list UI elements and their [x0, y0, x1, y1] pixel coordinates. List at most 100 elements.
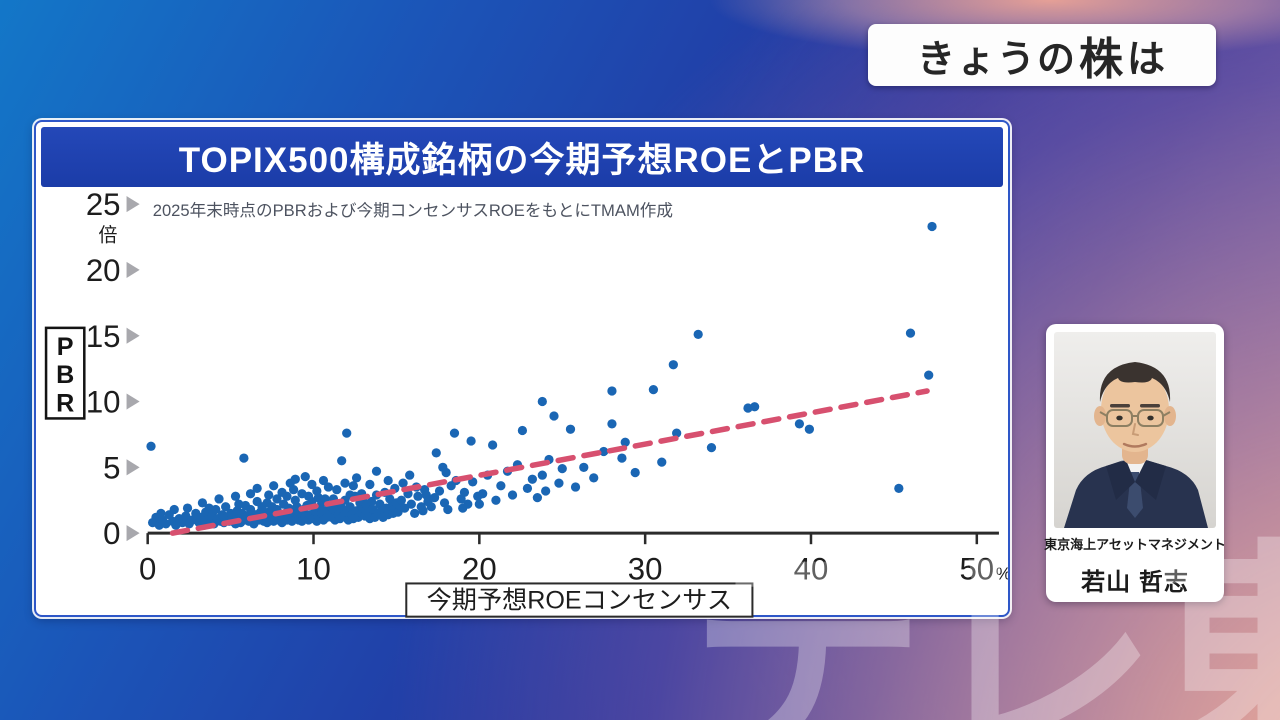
data-point [527, 474, 537, 484]
data-point [197, 498, 208, 508]
chart-note: 2025年末時点のPBRおよび今期コンセンサスROEをもとにTMAM作成 [153, 201, 673, 220]
data-point [607, 419, 617, 429]
data-point [340, 478, 350, 488]
data-point [406, 499, 416, 509]
y-axis-ticks: 25 20 15 10 5 0 [86, 187, 140, 551]
data-point [549, 411, 559, 421]
data-point [396, 495, 406, 505]
data-point [927, 221, 937, 232]
data-point [342, 428, 352, 438]
data-point [474, 499, 484, 509]
y-tick-arrow-icon [126, 261, 140, 278]
analyst-card: 東京海上アセットマネジメント 若山 哲志 [1044, 324, 1226, 602]
data-point [537, 470, 547, 480]
data-point [537, 396, 547, 407]
y-tick-arrow-icon [126, 196, 140, 213]
analyst-photo [1054, 332, 1216, 528]
scatter-svg: 2025年末時点のPBRおよび今期コンセンサスROEをもとにTMAM作成 25 20… [44, 187, 1008, 618]
y-tick-label: 25 [86, 187, 121, 222]
analyst-organization: 東京海上アセットマネジメント [1044, 537, 1226, 552]
header-title-post: は [1127, 38, 1168, 81]
data-point [351, 473, 362, 483]
data-point [924, 370, 934, 380]
analyst-avatar [1054, 332, 1216, 528]
data-point [693, 329, 703, 340]
data-point [804, 424, 815, 434]
data-point [272, 494, 282, 504]
data-point [429, 492, 440, 503]
data-point [426, 502, 436, 512]
data-point [630, 467, 640, 478]
data-point [332, 485, 342, 495]
data-point [607, 386, 617, 396]
trend-line [169, 388, 930, 536]
data-point [487, 440, 498, 450]
y-tick-label: 5 [103, 450, 120, 485]
data-point [282, 491, 292, 501]
data-point [418, 506, 428, 516]
x-tick-label: 30 [628, 551, 663, 586]
y-tick-label: 10 [86, 385, 121, 420]
data-point [565, 424, 576, 434]
data-point [599, 446, 609, 457]
y-axis-title-char: R [56, 389, 74, 417]
data-point [214, 494, 224, 504]
y-tick-label: 20 [86, 253, 121, 288]
data-point [410, 508, 420, 519]
x-tick-label: 50 [959, 551, 994, 586]
data-point [371, 466, 382, 476]
x-axis-title: 今期予想ROEコンセンサス [427, 587, 732, 615]
data-point [413, 491, 423, 501]
data-point [366, 496, 377, 507]
data-point [239, 453, 249, 463]
data-point [405, 470, 415, 480]
y-axis-title-char: B [56, 361, 74, 389]
data-point [441, 467, 451, 478]
data-point [398, 478, 408, 488]
data-point [434, 486, 445, 496]
data-point [620, 437, 630, 447]
data-point [323, 482, 334, 492]
header-title-emphasis: 株 [1079, 35, 1125, 84]
y-axis-title-box: PBR [44, 326, 86, 420]
y-tick-arrow-icon [126, 327, 140, 344]
data-point [252, 483, 262, 493]
x-axis: 0 10 20 30 40 50% [139, 531, 1008, 586]
x-tick-label: 0 [139, 551, 156, 586]
data-point [365, 479, 375, 490]
data-point [672, 428, 682, 438]
scatter-points [146, 221, 937, 530]
y-axis-unit: 倍 [98, 224, 117, 246]
data-point [648, 385, 659, 395]
data-point [245, 489, 256, 499]
data-point [230, 491, 241, 501]
data-point [706, 442, 717, 453]
data-point [617, 453, 627, 463]
data-point [557, 464, 567, 474]
program-header: きょうの株は [868, 24, 1216, 86]
analyst-name: 若山 哲志 [1081, 569, 1189, 596]
data-point [443, 504, 453, 515]
data-point [211, 504, 221, 515]
data-point [750, 402, 760, 412]
data-point [264, 490, 274, 500]
data-point [657, 457, 667, 467]
data-point [570, 482, 581, 492]
data-point [894, 483, 904, 493]
data-point [522, 483, 533, 493]
chart-panel: TOPIX500構成銘柄の今期予想ROEとPBR 2025年末時点のPBRおよび… [34, 120, 1010, 618]
data-point [269, 481, 279, 491]
x-axis-title-box: 今期予想ROEコンセンサス [405, 582, 754, 618]
data-point [383, 475, 393, 486]
data-point [507, 490, 518, 500]
data-point [532, 492, 543, 503]
header-title-pre: きょうの [916, 38, 1077, 81]
data-point [589, 473, 599, 483]
data-point [431, 448, 441, 458]
chart-title: TOPIX500構成銘柄の今期予想ROEとPBR [41, 127, 1003, 187]
data-point [478, 489, 488, 499]
data-point [348, 481, 358, 491]
x-tick-label: 20 [462, 551, 497, 586]
data-point [146, 441, 156, 451]
x-tick-label: 40 [794, 551, 829, 586]
